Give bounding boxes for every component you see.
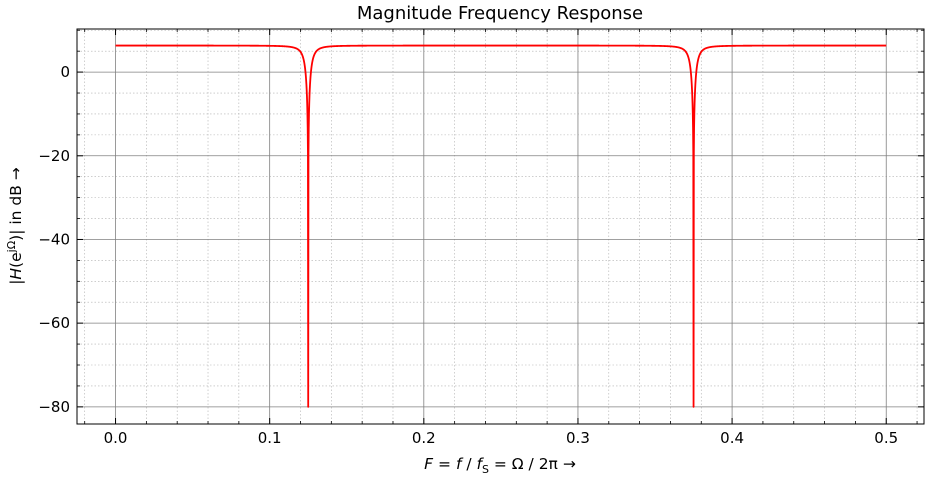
y-tick-label: 0 xyxy=(60,63,70,81)
x-tick-label: 0.5 xyxy=(874,429,898,447)
x-tick-label: 0.3 xyxy=(566,429,590,447)
y-label-open: (e xyxy=(7,252,25,268)
y-tick-label: −60 xyxy=(38,314,70,332)
x-label-fs-base: f xyxy=(476,455,484,473)
y-tick-label: −20 xyxy=(38,147,70,165)
x-label-F: F xyxy=(424,455,434,473)
x-label-f: f xyxy=(456,455,464,473)
y-tick-label: −40 xyxy=(38,230,70,248)
ticks-layer: 0.0 0.1 0.2 0.3 0.4 0.5 0 −20 −40 −60 −80 xyxy=(38,29,924,447)
x-tick-label: 0.2 xyxy=(412,429,436,447)
x-label-slash: / xyxy=(461,455,476,473)
y-axis-label: |H(ejΩ)| in dB → xyxy=(5,167,25,285)
x-tick-label: 0.4 xyxy=(720,429,744,447)
magnitude-response-line xyxy=(114,44,887,408)
y-label-prefix: | xyxy=(7,280,25,285)
chart-title: Magnitude Frequency Response xyxy=(357,3,643,24)
x-label-eq1: = xyxy=(433,455,456,473)
y-label-suffix: )| in dB → xyxy=(7,167,25,241)
minor-grid xyxy=(77,29,924,424)
major-grid xyxy=(77,29,924,424)
plot-frame xyxy=(76,28,925,425)
series-layer xyxy=(114,44,887,408)
y-label-H: H xyxy=(7,268,25,280)
y-label-sup: jΩ xyxy=(5,241,18,253)
x-tick-label: 0.1 xyxy=(258,429,282,447)
y-tick-label: −80 xyxy=(38,398,70,416)
x-axis-label: F = f / fS = Ω / 2π → xyxy=(424,455,576,476)
x-label-fs-sub: S xyxy=(482,463,489,476)
x-label-eq2: = Ω / 2π → xyxy=(489,455,576,473)
x-tick-label: 0.0 xyxy=(104,429,128,447)
